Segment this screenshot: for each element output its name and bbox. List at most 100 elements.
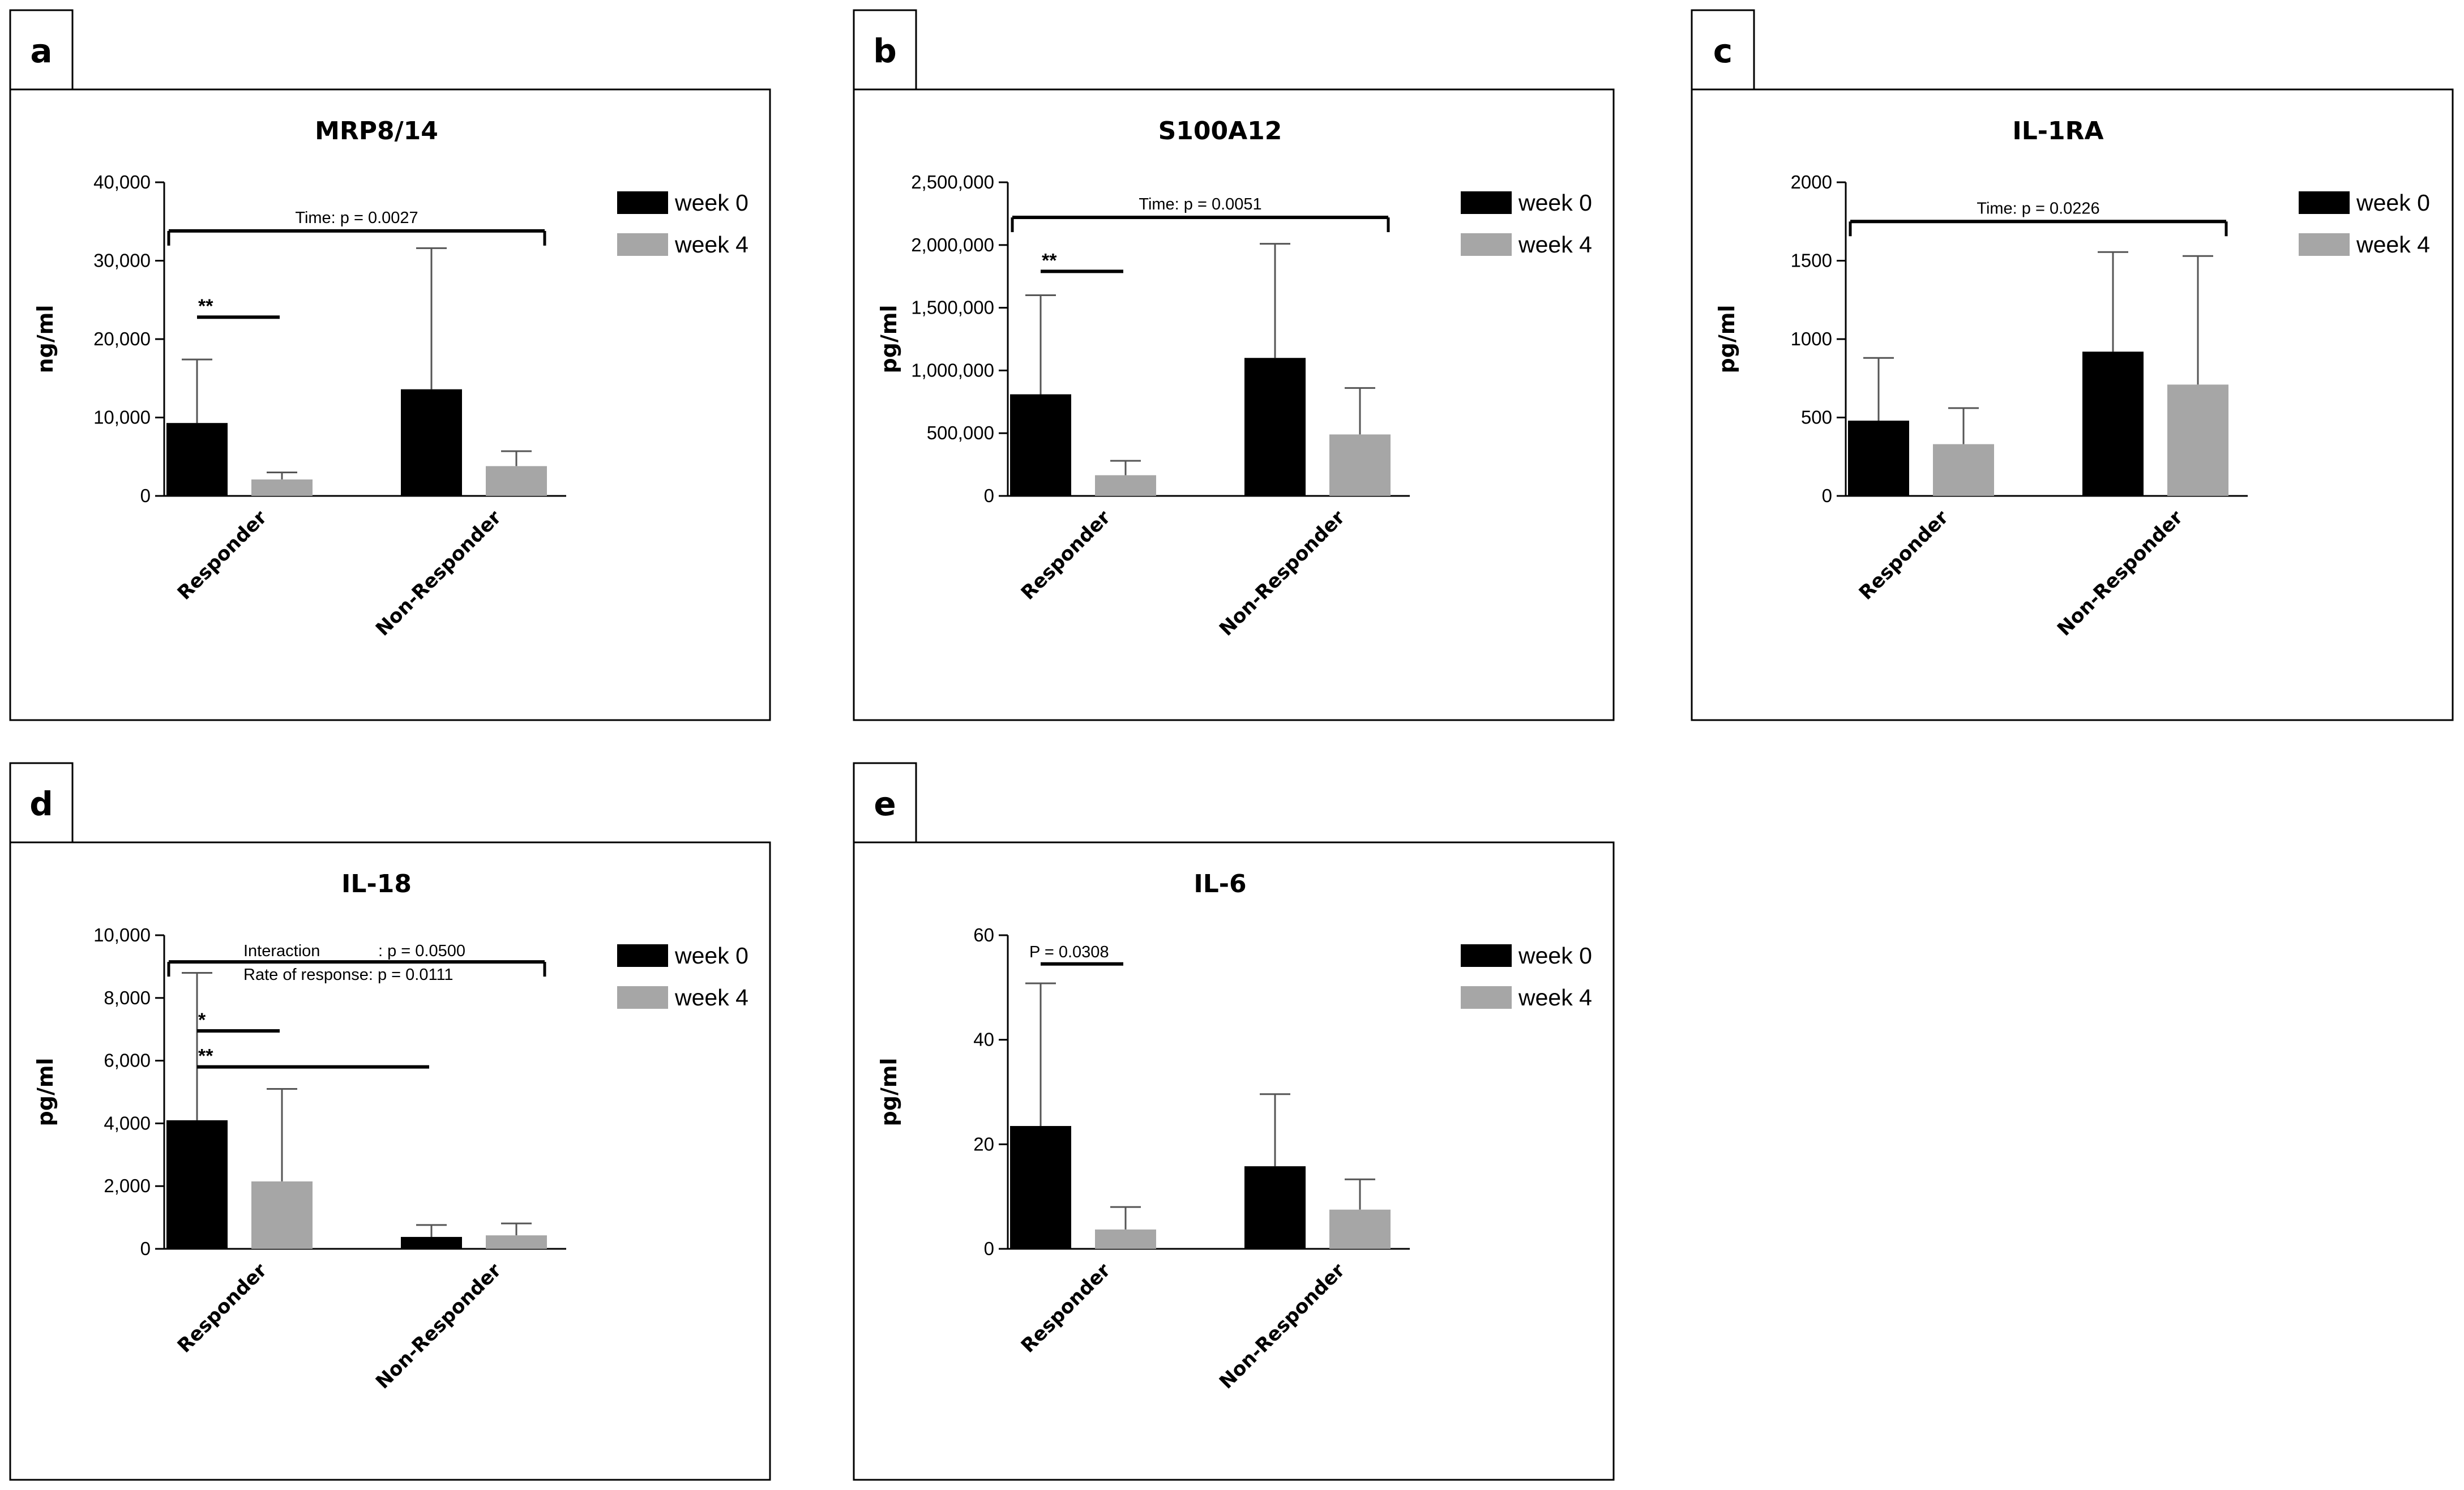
bar-week4 — [486, 466, 547, 496]
significance-stars: ** — [198, 296, 213, 317]
panel-label: d — [29, 785, 53, 823]
panel-label-box — [853, 9, 917, 91]
legend-label-week4: week 4 — [674, 984, 748, 1011]
legend-swatch-week4 — [617, 233, 668, 256]
chart-panel-c: c IL-1RA 0 500 1000 1500 2000 pg/ml Responder Non… — [1682, 0, 2464, 730]
bar-week4 — [486, 1235, 547, 1249]
y-tick-label: 0 — [140, 485, 151, 506]
y-tick-label: 1,500,000 — [911, 297, 994, 318]
bar-week0 — [2082, 352, 2144, 496]
x-category-label: Responder — [173, 506, 272, 605]
x-category-label: Non-Responder — [2053, 506, 2188, 641]
panel-frame — [1691, 88, 2454, 721]
panel-label: e — [874, 785, 896, 823]
bar-week0 — [1010, 394, 1071, 496]
significance-stars: ** — [198, 1046, 213, 1067]
bar-week4 — [251, 1181, 313, 1249]
chart-svg: d IL-18 0 2,000 4,000 6,000 8,000 10,000 pg/ml Re… — [9, 762, 771, 1481]
bar-week4 — [1933, 444, 1994, 496]
y-tick-label: 500 — [1801, 407, 1832, 428]
annotation-text: Time: p = 0.0027 — [295, 209, 418, 227]
legend-swatch-week0 — [2299, 191, 2350, 214]
panel-label-box — [9, 9, 74, 91]
legend-swatch-week0 — [1461, 191, 1512, 214]
y-tick-label: 4,000 — [104, 1112, 151, 1133]
y-tick-label: 6,000 — [104, 1050, 151, 1071]
legend-swatch-week4 — [617, 986, 668, 1009]
legend-swatch-week4 — [2299, 233, 2350, 256]
x-category-label: Responder — [173, 1259, 272, 1358]
bar-week4 — [1329, 434, 1391, 496]
y-axis-label: ng/ml — [33, 305, 58, 374]
annotation-label: Interaction — [243, 942, 320, 960]
bar-week0 — [1010, 1126, 1071, 1249]
legend-label-week0: week 0 — [2356, 190, 2430, 216]
y-tick-label: 2000 — [1791, 172, 1832, 192]
y-tick-label: 2,000 — [104, 1175, 151, 1196]
y-tick-label: 40 — [973, 1029, 994, 1050]
chart-title: S100A12 — [1158, 117, 1282, 145]
chart-svg: c IL-1RA 0 500 1000 1500 2000 pg/ml Responder Non… — [1691, 9, 2454, 721]
y-tick-label: 20 — [973, 1133, 994, 1154]
chart-title: MRP8/14 — [315, 117, 438, 145]
bar-week4 — [1095, 475, 1156, 496]
chart-panel-e: e IL-6 0 20 40 60 pg/ml Responder Non-Responder w… — [844, 753, 1625, 1490]
x-category-label: Responder — [1855, 506, 1953, 605]
legend-label-week0: week 0 — [674, 943, 748, 969]
panel-label-box — [9, 762, 74, 844]
chart-panel-a: a MRP8/14 0 10,000 20,000 30,000 40,000 ng/ml Re… — [0, 0, 781, 730]
y-tick-label: 8,000 — [104, 987, 151, 1008]
legend-label-week4: week 4 — [1518, 232, 1592, 258]
annotation-text: Time: p = 0.0226 — [1977, 199, 2099, 217]
chart-title: IL-6 — [1194, 870, 1246, 898]
legend-label-week4: week 4 — [1518, 984, 1592, 1011]
legend-swatch-week0 — [617, 944, 668, 967]
annotation-text: Rate of response: p = 0.0111 — [243, 966, 454, 984]
y-tick-label: 1,000,000 — [911, 359, 994, 380]
x-category-label: Non-Responder — [371, 1259, 506, 1394]
y-tick-label: 2,000,000 — [911, 234, 994, 255]
annotation-pvalue: p = 0.0111 — [378, 966, 454, 984]
chart-title: IL-1RA — [2012, 117, 2103, 145]
legend-swatch-week0 — [1461, 944, 1512, 967]
significance-stars: * — [198, 1009, 206, 1031]
annotation-label: Time: — [295, 209, 340, 227]
annotation-text: Interaction: p = 0.0500 — [243, 942, 465, 960]
chart-svg: a MRP8/14 0 10,000 20,000 30,000 40,000 ng/ml Re… — [9, 9, 771, 721]
legend-swatch-week4 — [1461, 233, 1512, 256]
y-tick-label: 30,000 — [93, 250, 151, 271]
y-tick-label: 10,000 — [93, 924, 151, 945]
bar-week0 — [1244, 1166, 1306, 1249]
bar-week0 — [1244, 358, 1306, 496]
x-category-label: Responder — [1017, 1259, 1115, 1358]
bar-week4 — [1329, 1209, 1391, 1249]
x-category-label: Non-Responder — [371, 506, 506, 641]
chart-panel-b: b S100A12 0 500,000 1,000,000 1,500,000 2,000,… — [844, 0, 1625, 730]
y-axis-label: pg/ml — [33, 1058, 58, 1127]
annotation-label: Time: — [1139, 195, 1183, 213]
panel-label: b — [873, 32, 897, 70]
bar-week0 — [401, 1236, 462, 1249]
chart-panel-d: d IL-18 0 2,000 4,000 6,000 8,000 10,000 pg/ml Re… — [0, 753, 781, 1490]
legend-label-week4: week 4 — [2356, 232, 2430, 258]
y-tick-label: 20,000 — [93, 328, 151, 349]
bar-week4 — [1095, 1229, 1156, 1249]
y-tick-label: 500,000 — [927, 422, 994, 443]
annotation-pvalue: p = 0.0027 — [340, 209, 418, 227]
y-tick-label: 60 — [973, 924, 994, 945]
chart-svg: e IL-6 0 20 40 60 pg/ml Responder Non-Responder w… — [853, 762, 1615, 1481]
x-category-label: Non-Responder — [1215, 506, 1350, 641]
y-tick-label: 1500 — [1791, 250, 1832, 271]
panel-label: c — [1713, 32, 1732, 70]
legend-swatch-week4 — [1461, 986, 1512, 1009]
y-axis-label: pg/ml — [876, 305, 901, 374]
panel-frame — [9, 841, 771, 1481]
annotation-pvalue: P = 0.0308 — [1029, 943, 1109, 961]
bar-week0 — [401, 389, 462, 496]
y-tick-label: 2,500,000 — [911, 172, 994, 192]
annotation-label: Rate of response: — [243, 966, 378, 984]
bar-week4 — [2167, 384, 2228, 496]
panel-label-box — [853, 762, 917, 844]
annotation-text: Time: p = 0.0051 — [1139, 195, 1261, 213]
significance-stars: ** — [1042, 250, 1057, 271]
